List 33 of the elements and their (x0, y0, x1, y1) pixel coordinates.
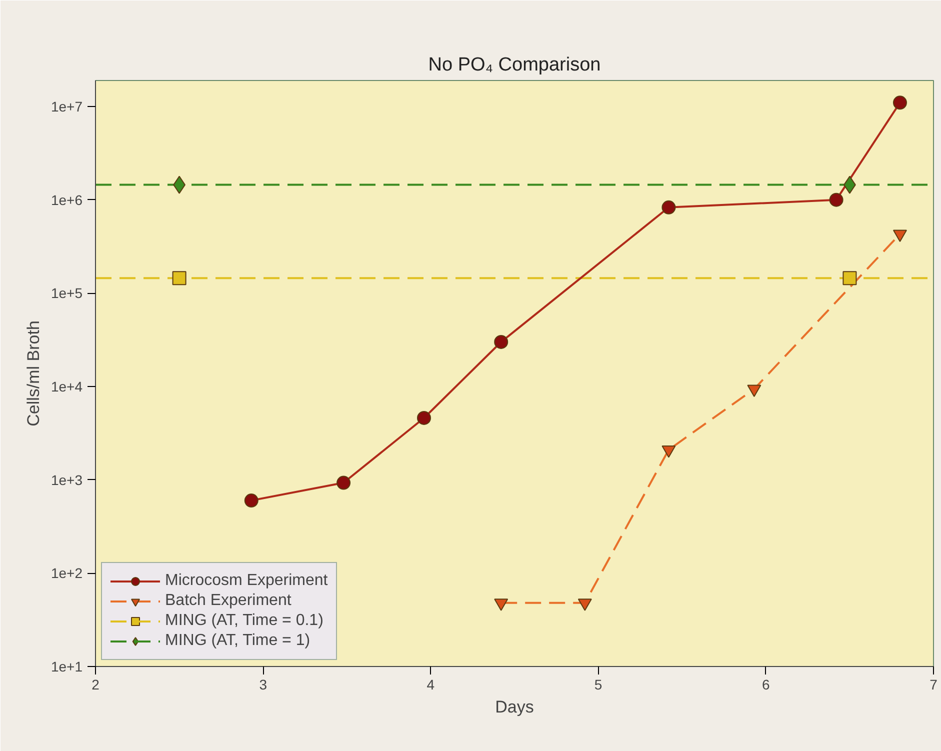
y-tick-label: 1e+1 (50, 658, 83, 674)
x-tick-label: 6 (762, 676, 770, 692)
point (172, 271, 186, 286)
x-axis-title: Days (495, 698, 534, 716)
x-tick-label: 2 (92, 676, 100, 692)
point (494, 598, 508, 611)
point (747, 384, 762, 398)
y-tick-label: 1e+2 (50, 565, 83, 582)
legend-label: MING (AT, Time = 1) (165, 632, 310, 650)
y-tick-label: 1e+4 (50, 378, 83, 395)
point (892, 96, 907, 110)
point (662, 446, 676, 458)
y-tick-label: 1e+5 (50, 285, 83, 302)
legend-label: MING (AT, Time = 0.1) (165, 612, 324, 630)
x-tick-label: 7 (930, 676, 938, 692)
point (829, 192, 844, 207)
x-tick-label: 5 (594, 676, 602, 692)
y-axis-title: Cells/ml Broth (24, 320, 43, 426)
x-tick-label: 4 (426, 676, 435, 692)
y-tick-label: 1e+3 (50, 472, 83, 488)
point (842, 271, 857, 286)
legend-label: Batch Experiment (165, 592, 292, 610)
point (494, 334, 508, 349)
point (336, 476, 351, 490)
point (578, 598, 592, 611)
point (244, 494, 258, 508)
y-tick-label: 1e+7 (50, 98, 83, 115)
legend-label: Microcosm Experiment (165, 572, 328, 590)
x-tick-label: 3 (259, 676, 268, 692)
y-tick-label: 1e+6 (50, 192, 83, 208)
point (416, 410, 431, 425)
point (662, 200, 676, 214)
chart-title: No PO₄ Comparison (428, 54, 601, 76)
